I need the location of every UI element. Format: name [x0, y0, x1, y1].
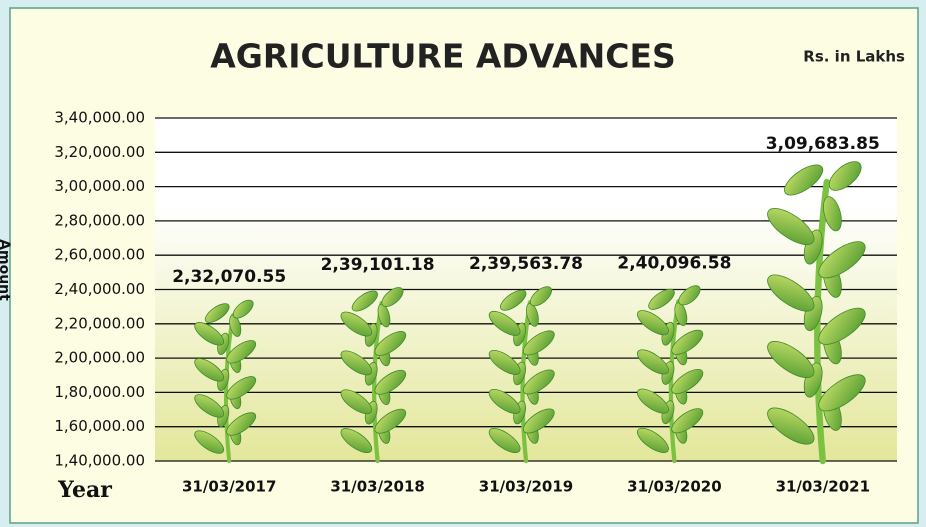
value-label: 2,39,101.18 [321, 255, 435, 275]
y-axis-title: Amount [0, 239, 12, 301]
x-tick-label: 31/03/2019 [479, 478, 573, 496]
x-tick-label: 31/03/2021 [776, 478, 870, 496]
value-label: 2,40,096.58 [617, 253, 731, 273]
value-label: 3,09,683.85 [766, 134, 880, 154]
y-tick-label: 1,40,000.00 [54, 452, 145, 470]
y-tick-label: 3,40,000.00 [54, 109, 145, 127]
y-tick-label: 2,40,000.00 [54, 280, 145, 298]
x-tick-label: 31/03/2017 [182, 478, 276, 496]
y-tick-label: 2,20,000.00 [54, 314, 145, 332]
y-tick-label: 3,00,000.00 [54, 177, 145, 195]
y-tick-label: 2,00,000.00 [54, 349, 145, 367]
chart-title: AGRICULTURE ADVANCES [210, 37, 676, 76]
value-label: 2,39,563.78 [469, 254, 583, 274]
x-tick-label: 31/03/2020 [627, 478, 721, 496]
y-tick-label: 1,60,000.00 [54, 417, 145, 435]
y-tick-label: 2,60,000.00 [54, 246, 145, 264]
chart: AGRICULTURE ADVANCES Rs. in Lakhs Year A… [0, 0, 926, 527]
page: {"chart_data": {"type": "bar", "title": … [0, 0, 926, 527]
y-tick-label: 1,80,000.00 [54, 383, 145, 401]
x-axis-title: Year [57, 477, 112, 503]
value-label: 2,32,070.55 [172, 267, 286, 287]
y-tick-label: 2,80,000.00 [54, 211, 145, 229]
chart-subtitle: Rs. in Lakhs [803, 48, 905, 66]
y-tick-label: 3,20,000.00 [54, 143, 145, 161]
x-tick-label: 31/03/2018 [330, 478, 424, 496]
